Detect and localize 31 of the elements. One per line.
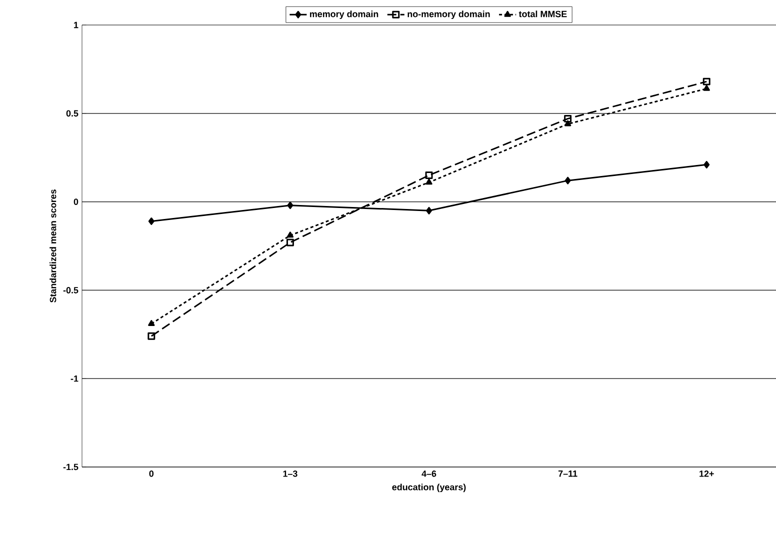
- point: [703, 84, 710, 91]
- y-tick-label: 0: [74, 198, 78, 205]
- point: [564, 120, 572, 126]
- legend-label: total MMSE: [518, 10, 567, 18]
- x-tick-label: 0: [149, 470, 154, 477]
- legend-label: no-memory domain: [408, 10, 490, 19]
- x-tick-label: 4–6: [422, 470, 436, 477]
- point: [148, 218, 154, 225]
- y-tick-label: -0.5: [63, 287, 78, 294]
- point: [426, 206, 432, 214]
- y-tick-label: 1: [74, 22, 78, 28]
- point: [286, 238, 294, 246]
- point: [564, 114, 572, 122]
- point: [426, 178, 432, 185]
- x-tick-label: 7–11: [558, 470, 578, 477]
- y-axis-title: Standardized mean scores: [50, 190, 56, 303]
- point: [704, 160, 710, 168]
- x-tick-label: 1–3: [283, 470, 298, 477]
- x-axis-title: education (years): [392, 484, 466, 492]
- point: [148, 320, 155, 326]
- y-tick-label: -1: [70, 376, 78, 382]
- point: [564, 176, 571, 184]
- point: [287, 202, 294, 210]
- point: [425, 172, 433, 180]
- x-tick-label: 12+: [700, 470, 714, 477]
- y-tick-label: -1.5: [63, 464, 78, 470]
- point: [286, 232, 294, 238]
- point: [148, 332, 156, 340]
- y-tick-label: 0.5: [66, 110, 78, 117]
- point: [702, 78, 710, 86]
- legend-label: memory domain: [310, 10, 378, 19]
